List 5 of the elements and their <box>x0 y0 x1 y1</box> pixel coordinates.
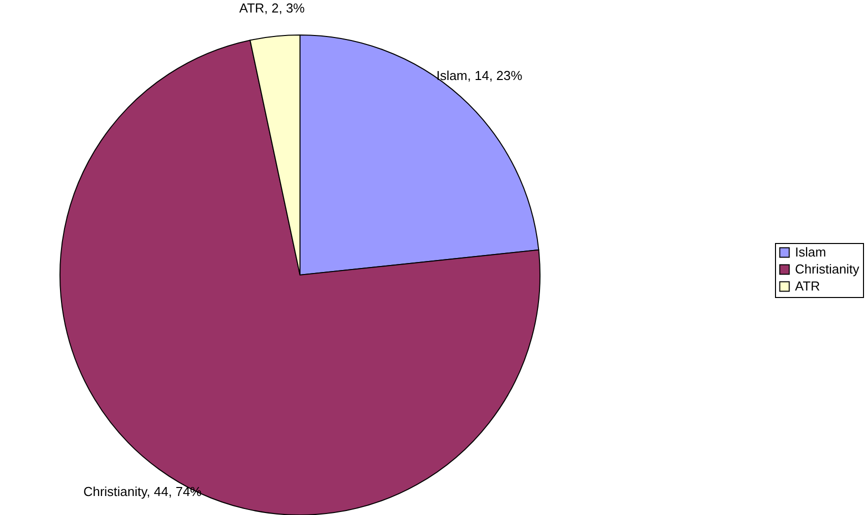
legend-label: Christianity <box>795 262 860 276</box>
data-label: Islam, 14, 23% <box>436 68 523 83</box>
legend-label: Islam <box>795 244 826 260</box>
data-label: ATR, 2, 3% <box>239 0 306 16</box>
legend-label: ATR <box>795 278 820 294</box>
